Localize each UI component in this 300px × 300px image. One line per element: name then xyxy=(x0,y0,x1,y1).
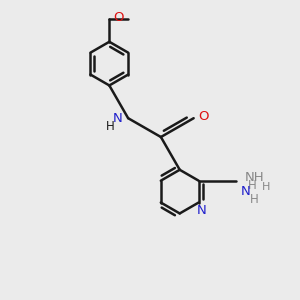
Text: H: H xyxy=(250,193,259,206)
Text: N: N xyxy=(197,204,206,217)
Text: H: H xyxy=(248,179,257,192)
Text: O: O xyxy=(113,11,124,24)
Text: H: H xyxy=(262,182,270,192)
Text: N: N xyxy=(241,185,251,198)
Text: N: N xyxy=(112,112,122,125)
Text: O: O xyxy=(199,110,209,123)
Text: NH: NH xyxy=(244,171,264,184)
Text: H: H xyxy=(106,120,114,133)
